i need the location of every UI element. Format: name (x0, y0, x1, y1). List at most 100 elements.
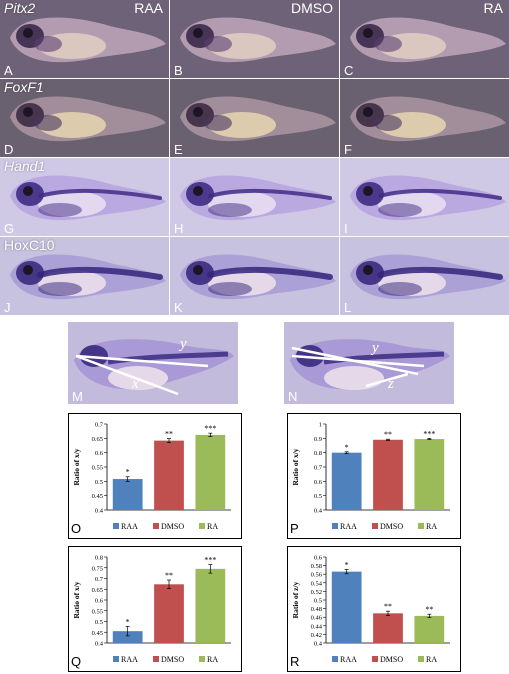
panel-letter: K (174, 300, 183, 315)
y-tick-label: 0.7 (314, 465, 323, 472)
y-tick-label: 0.4 (95, 508, 104, 515)
y-tick-label: 0.6 (95, 598, 104, 605)
embryo-image (180, 254, 336, 300)
embryo-image (10, 254, 166, 300)
panel-letter: J (4, 300, 11, 315)
bar (154, 440, 184, 510)
panel-letter: G (4, 221, 15, 236)
legend-swatch (332, 523, 338, 529)
legend-label: RAA (340, 655, 357, 664)
bar (112, 479, 143, 510)
panel-letter: M (72, 389, 83, 404)
y-tick-label: 0.5 (314, 598, 322, 605)
y-tick-label: 0.44 (311, 623, 323, 630)
y-tick-label: 0.46 (311, 615, 323, 622)
legend-label: DMSO (161, 655, 184, 664)
embryo-panel: Pitx2 RAA A (0, 0, 169, 78)
chart-plot: 0.4 0.45 0.5 0.55 0.6 0.65 0.7 0.75 0.8 Ratio of … (72, 555, 231, 664)
gene-label: Hand1 (4, 158, 46, 174)
y-tick-label: 0.8 (95, 555, 103, 562)
significance-label: * (126, 617, 130, 626)
legend-swatch (113, 656, 119, 662)
significance-label: *** (204, 424, 216, 433)
embryo-image (350, 175, 506, 221)
legend-label: RA (207, 655, 218, 664)
legend-label: RAA (121, 522, 138, 531)
y-tick-label: 0.55 (92, 465, 103, 472)
embryo-panel: RA C (340, 0, 509, 78)
embryo-panel: K (170, 237, 339, 315)
y-tick-label: 0.5 (95, 619, 103, 626)
y-tick-label: 0.6 (95, 450, 104, 457)
panel-letter: L (344, 300, 352, 315)
embryo-image (180, 96, 336, 142)
legend-label: DMSO (161, 522, 184, 531)
legend-label: RA (426, 655, 437, 664)
y-tick-label: 1 (319, 422, 322, 429)
y-tick-label: 0.56 (311, 572, 323, 579)
y-tick-label: 0.65 (92, 587, 103, 594)
panel-letter: O (71, 521, 82, 536)
embryo-panel: Hand1 G (0, 158, 169, 236)
condition-label: RA (483, 0, 503, 16)
y-tick-label: 0.4 (95, 641, 104, 648)
panel-letter: Q (71, 654, 82, 669)
y-axis-label: Ratio of z/y (291, 581, 300, 618)
legend-label: DMSO (380, 655, 403, 664)
embryo-panel: E (170, 79, 339, 157)
embryo-panel: F (340, 79, 509, 157)
bar (195, 434, 226, 510)
bar (154, 584, 184, 643)
y-tick-label: 0.5 (95, 479, 103, 486)
y-tick-label: 0.54 (311, 580, 323, 587)
y-tick-label: 0.6 (314, 555, 323, 562)
embryo-image (10, 175, 166, 221)
legend-label: RA (207, 522, 218, 531)
embryo-image (10, 17, 166, 63)
measure-label: z (387, 376, 394, 392)
chart-plot: 0.4 0.42 0.440.46 0.480.5 0.52 0.540.56 0.580.… (291, 555, 450, 664)
legend-swatch (153, 656, 159, 662)
y-tick-label: 0.9 (314, 436, 322, 443)
measure-label: y (370, 340, 379, 356)
significance-label: ** (384, 430, 392, 439)
legend-label: RAA (121, 655, 138, 664)
embryo-panel: H (170, 158, 339, 236)
embryo-panel: L (340, 237, 509, 315)
panel-letter: I (344, 221, 348, 236)
y-tick-label: 0.55 (92, 608, 103, 615)
y-tick-label: 0.45 (92, 630, 103, 637)
measurement-image: yz (290, 339, 450, 392)
y-tick-label: 0.4 (314, 641, 323, 648)
bar-chart: 0.4 0.5 0.6 0.7 0.8 0.9 1 Ratio of x/y * ** *** RAA… (287, 413, 461, 539)
embryo-panel: I (340, 158, 509, 236)
y-tick-label: 0.6 (314, 479, 323, 486)
legend-label: DMSO (380, 522, 403, 531)
significance-label: *** (204, 556, 216, 565)
legend-swatch (199, 656, 205, 662)
significance-label: ** (384, 602, 392, 611)
legend-swatch (113, 523, 119, 529)
panel-letter: P (290, 521, 299, 536)
bar (331, 452, 362, 510)
y-axis-label: Ratio of x/y (72, 448, 81, 485)
y-tick-label: 0.58 (311, 563, 322, 570)
bar (112, 631, 143, 643)
panel-letter: D (4, 142, 14, 157)
embryo-panel: HoxC10 J (0, 237, 169, 315)
panel-letter: A (4, 63, 13, 78)
measurement-image: yx (74, 336, 234, 396)
bar (195, 568, 226, 643)
embryo-image (10, 96, 166, 142)
gene-label: HoxC10 (4, 237, 55, 253)
significance-label: * (345, 560, 349, 569)
y-tick-label: 0.48 (311, 606, 322, 613)
y-tick-label: 0.8 (314, 450, 322, 457)
legend-label: RAA (340, 522, 357, 531)
y-tick-label: 0.75 (92, 565, 103, 572)
y-axis-label: Ratio of x/y (291, 448, 300, 485)
panel-letter: N (288, 389, 298, 404)
